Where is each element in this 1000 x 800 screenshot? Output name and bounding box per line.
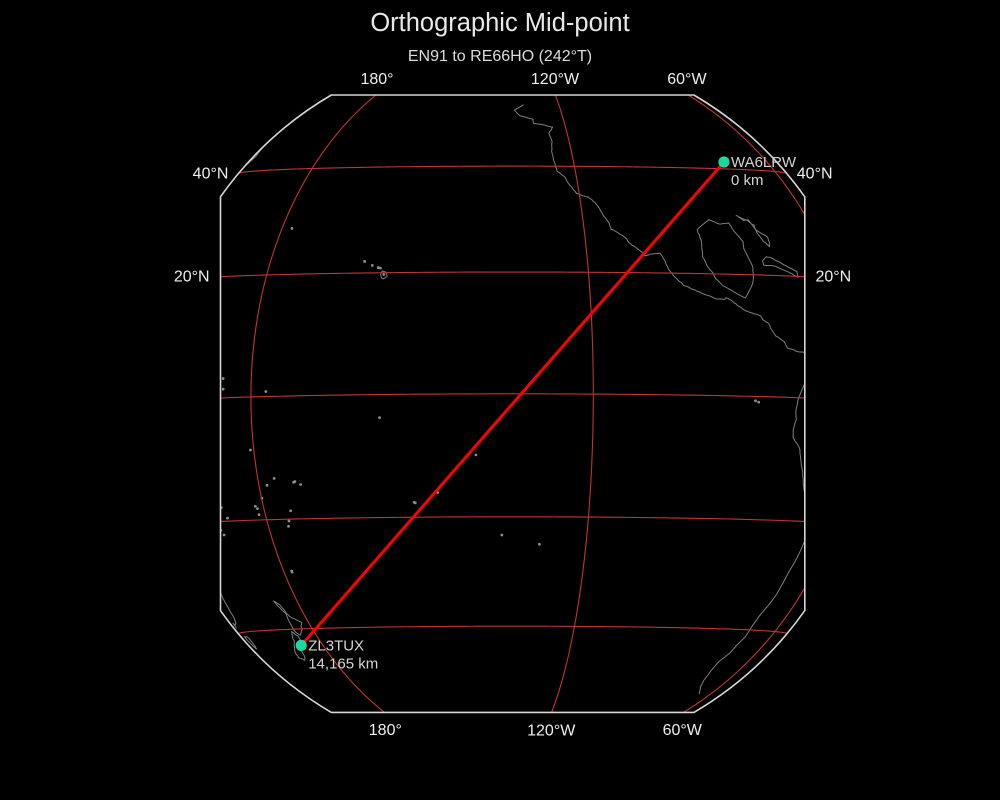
svg-text:40°N: 40°N <box>193 165 229 182</box>
svg-text:120°W: 120°W <box>527 722 576 739</box>
svg-text:60°W: 60°W <box>667 71 707 88</box>
svg-text:60°W: 60°W <box>663 722 703 739</box>
svg-text:WA6LRW: WA6LRW <box>731 154 797 171</box>
svg-text:20°N: 20°N <box>174 269 210 286</box>
svg-text:ZL3TUX: ZL3TUX <box>308 637 364 654</box>
svg-text:14,165 km: 14,165 km <box>308 655 378 672</box>
svg-text:180°: 180° <box>369 722 402 739</box>
svg-text:40°N: 40°N <box>797 165 833 182</box>
svg-text:20°N: 20°N <box>815 269 851 286</box>
svg-text:0 km: 0 km <box>731 172 764 189</box>
svg-text:180°: 180° <box>360 71 393 88</box>
svg-text:120°W: 120°W <box>531 71 580 88</box>
